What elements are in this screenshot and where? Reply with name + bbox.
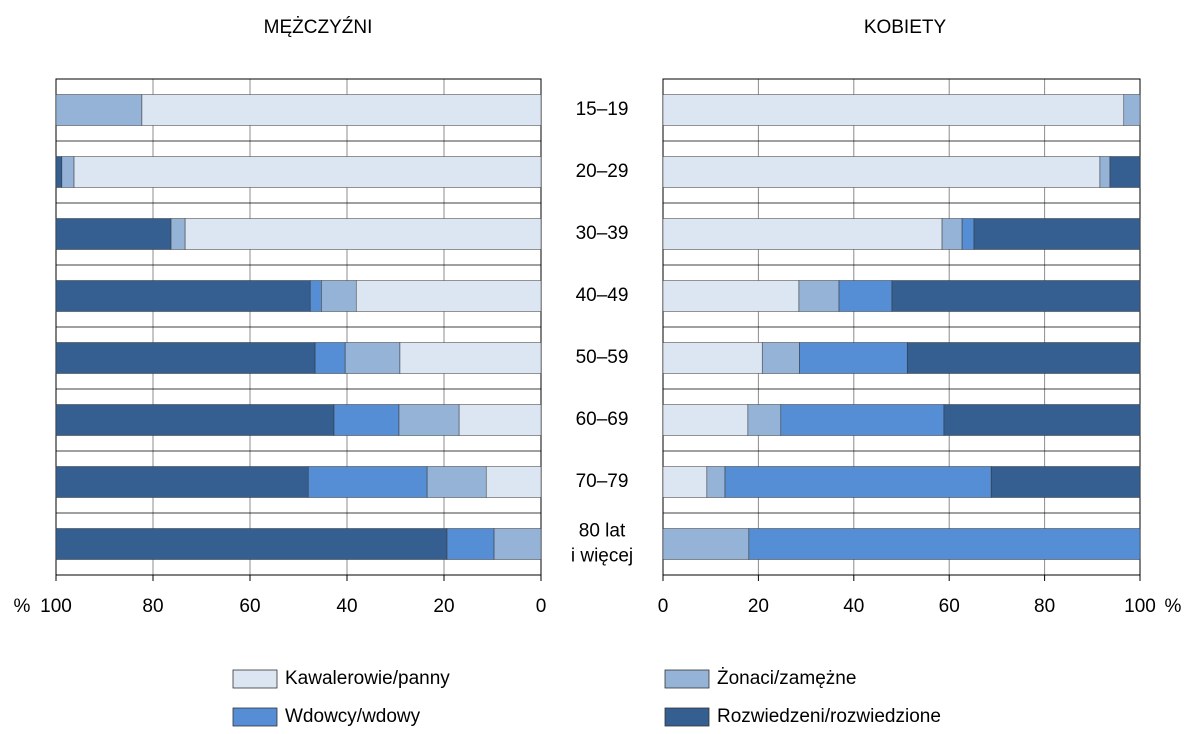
bar-segment [314,342,346,374]
bar-segment [662,528,750,560]
legend-swatch [232,707,278,727]
x-tick-label: 80 [1034,596,1055,617]
bar-segment [799,342,908,374]
bar-segment [747,404,782,436]
bar-segment [309,280,322,312]
x-tick-label: 0 [658,596,669,617]
category-label: 40–49 [576,285,629,306]
bar-segment [321,280,357,312]
category-label: 80 lat i więcej [571,521,633,567]
axis-unit: % [14,596,31,617]
bar-segment [662,218,943,250]
bar-segment [355,280,542,312]
category-label: 60–69 [576,409,629,430]
bar-segment [55,280,311,312]
category-label: 30–39 [576,223,629,244]
axis-unit: % [1165,596,1182,617]
bar-segment [344,342,401,374]
bar-segment [891,280,1141,312]
bar-segment [55,342,316,374]
bar-segment [662,342,763,374]
plot-border [662,78,1141,576]
bar-segment [724,466,992,498]
bar-segment [184,218,542,250]
x-tick-label: 60 [239,596,260,617]
x-tick-label: 60 [939,596,960,617]
legend-swatch [664,707,710,727]
legend-label: Żonaci/zamężne [717,668,856,689]
bar-segment [906,342,1141,374]
bar-segment [748,528,1141,560]
bar-segment [141,94,542,126]
category-label: 15–19 [576,99,629,120]
bar-segment [426,466,487,498]
bar-segment [485,466,542,498]
legend-swatch [664,669,710,689]
bar-segment [1123,94,1141,126]
bar-segment [55,218,172,250]
bar-segment [662,280,800,312]
bar-segment [398,404,460,436]
bar-segment [446,528,495,560]
bar-segment [399,342,542,374]
x-tick-label: 80 [142,596,163,617]
bar-segment [761,342,800,374]
x-tick-label: 40 [336,596,357,617]
x-tick-label: 40 [843,596,864,617]
bar-segment [941,218,963,250]
category-label: 20–29 [576,161,629,182]
category-label: 50–59 [576,347,629,368]
bar-segment [458,404,542,436]
bar-segment [307,466,428,498]
bar-segment [61,156,75,188]
bar-segment [55,404,335,436]
bar-segment [55,466,309,498]
bar-segment [961,218,975,250]
x-tick-label: 100 [1124,596,1156,617]
x-tick-label: 0 [536,596,547,617]
bar-segment [973,218,1141,250]
bar-segment [333,404,400,436]
bar-segment [1109,156,1141,188]
plot-border [55,78,542,576]
bar-segment [943,404,1141,436]
x-tick-label: 20 [433,596,454,617]
bar-segment [798,280,840,312]
x-tick-label: 20 [748,596,769,617]
bar-segment [1099,156,1111,188]
bar-segment [493,528,542,560]
x-tick-label: 100 [40,596,72,617]
legend-label: Rozwiedzeni/rozwiedzione [717,706,941,727]
chart-title: MĘŻCZYŹNI [264,17,373,38]
bar-segment [55,528,448,560]
bar-segment [780,404,945,436]
legend-label: Wdowcy/wdowy [285,706,421,727]
legend-label: Kawalerowie/panny [285,668,450,689]
bar-segment [990,466,1141,498]
bar-segment [838,280,893,312]
bar-segment [55,94,143,126]
legend-swatch [232,669,278,689]
bar-segment [73,156,542,188]
bar-segment [170,218,186,250]
bar-segment [662,94,1125,126]
bar-segment [706,466,726,498]
category-label: 70–79 [576,471,629,492]
bar-segment [55,156,63,188]
bar-segment [662,404,749,436]
bar-segment [662,466,708,498]
chart-title: KOBIETY [864,17,947,38]
bar-segment [662,156,1101,188]
